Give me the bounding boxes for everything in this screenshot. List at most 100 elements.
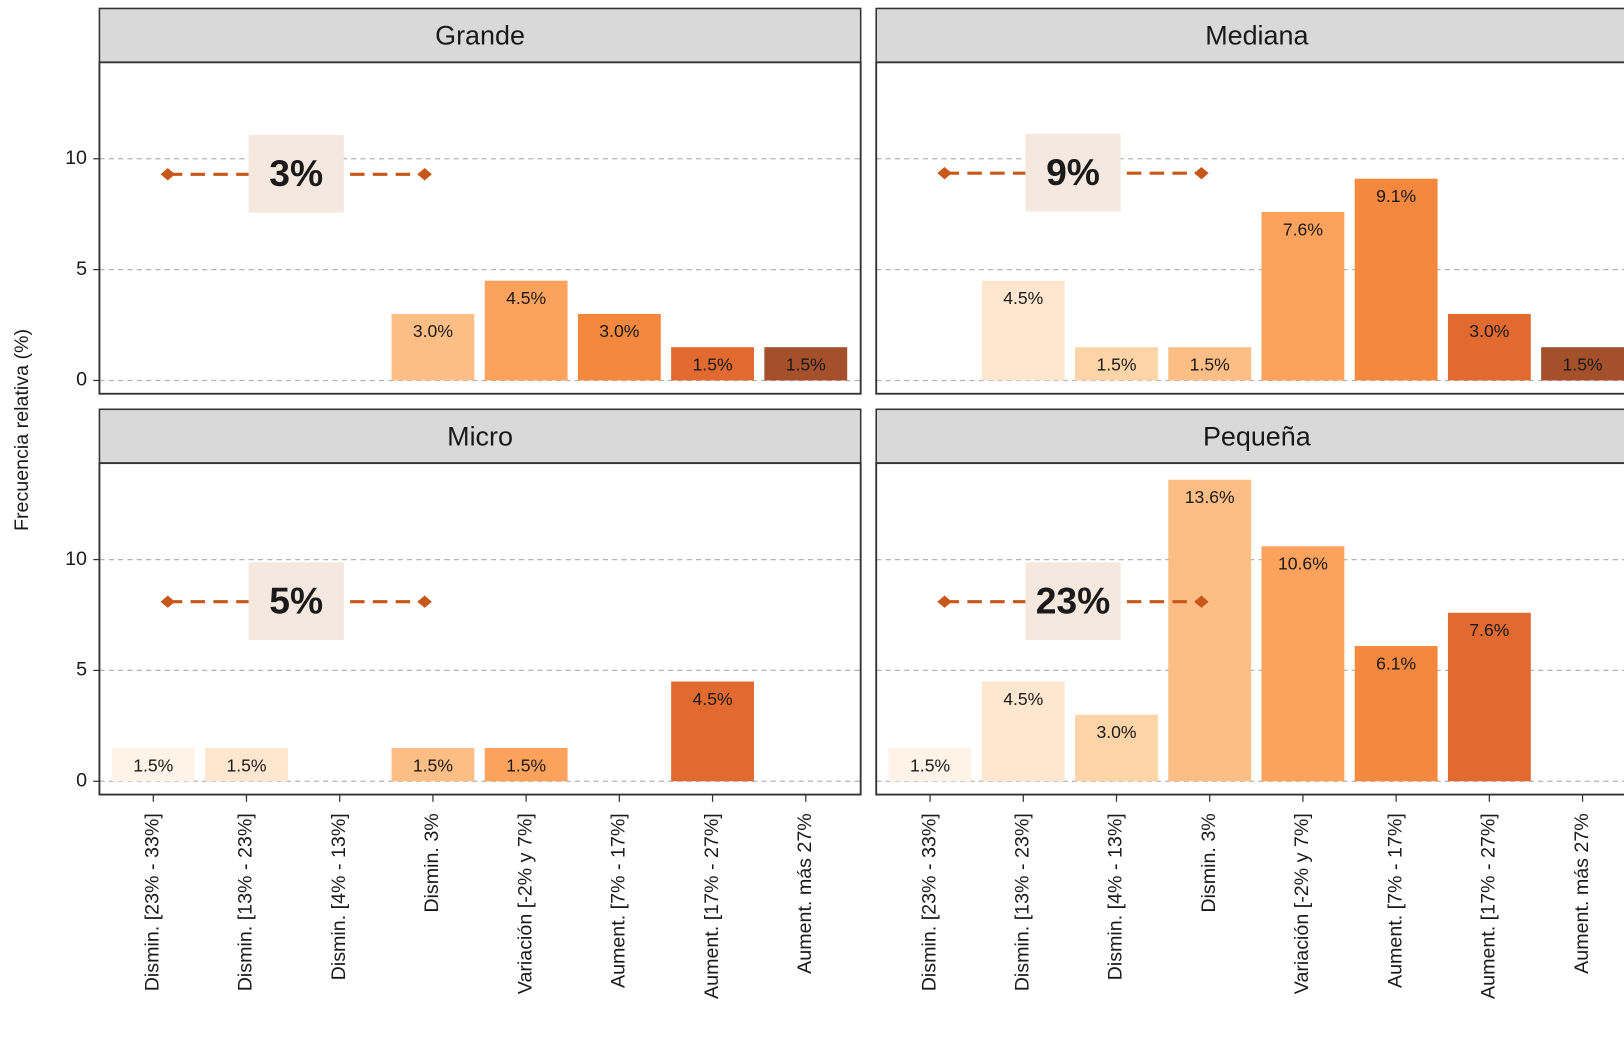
bar <box>391 313 475 381</box>
bar <box>1261 546 1345 782</box>
bar <box>484 748 568 782</box>
data-label: 3.0% <box>1096 722 1136 742</box>
facet-title: Mediana <box>1205 21 1308 51</box>
panel <box>99 62 861 394</box>
x-tick-label: Dismin. [4% - 13%] <box>1105 813 1127 980</box>
annotation-point <box>937 166 952 180</box>
strip <box>875 7 1624 64</box>
x-tick-label: Dismin. [4% - 13%] <box>328 813 350 980</box>
y-tick-label: 10 <box>65 548 87 570</box>
data-label: 1.5% <box>1096 354 1136 374</box>
annotation-box <box>1025 133 1121 212</box>
data-label: 10.6% <box>1278 554 1328 574</box>
x-tick-label: Dismin. [13% - 23%] <box>1011 813 1033 991</box>
bar <box>1541 347 1624 381</box>
annotation-point <box>1194 595 1209 608</box>
bar <box>484 280 568 381</box>
data-label: 9.1% <box>1376 186 1416 206</box>
y-tick-label: 5 <box>76 258 87 280</box>
strip <box>98 7 862 64</box>
annotation-point <box>937 595 952 608</box>
x-tick-label: Aument. más 27% <box>794 813 816 974</box>
x-tick-label: Aument. [17% - 27%] <box>1478 813 1500 999</box>
bar <box>1075 714 1158 782</box>
x-tick-label: Variación [-2% y 7%] <box>1291 813 1313 994</box>
data-label: 4.5% <box>693 689 733 709</box>
data-label: 1.5% <box>910 755 950 775</box>
y-axis-label: Frecuencia relativa (%) <box>11 329 33 531</box>
bar <box>1447 612 1531 782</box>
x-tick-label: Dismin. 3% <box>1198 813 1220 912</box>
data-label: 1.5% <box>1190 354 1230 374</box>
y-tick-label: 0 <box>76 769 87 791</box>
annotation-label: 3% <box>269 152 323 194</box>
data-label: 7.6% <box>1469 620 1509 640</box>
annotation-box <box>248 134 344 213</box>
data-label: 4.5% <box>1003 689 1043 709</box>
x-tick-label: Dismin. [23% - 33%] <box>141 813 163 991</box>
data-label: 1.5% <box>506 755 546 775</box>
x-tick-label: Dismin. [13% - 23%] <box>235 813 257 991</box>
data-label: 1.5% <box>413 755 453 775</box>
data-label: 7.6% <box>1283 219 1323 239</box>
x-tick-label: Dismin. [23% - 33%] <box>918 813 940 991</box>
bar <box>205 748 288 782</box>
data-label: 4.5% <box>506 288 546 308</box>
data-label: 4.5% <box>1003 288 1043 308</box>
data-label: 3.0% <box>1469 321 1509 341</box>
bar <box>1168 479 1252 782</box>
facet-title: Grande <box>435 21 525 51</box>
bar <box>671 347 754 381</box>
bar <box>1168 347 1252 381</box>
data-label: 1.5% <box>693 354 733 374</box>
data-label: 6.1% <box>1376 653 1416 673</box>
bar <box>111 748 195 782</box>
panel-border <box>98 462 862 796</box>
bar <box>981 681 1065 782</box>
annotation-point <box>160 168 176 181</box>
bar <box>671 681 754 782</box>
bar <box>981 280 1065 381</box>
annotation-point <box>1194 166 1209 180</box>
bar <box>1354 646 1438 782</box>
bar <box>1354 178 1438 381</box>
y-tick-label: 0 <box>76 369 87 391</box>
annotation-point <box>160 595 176 608</box>
bar <box>888 748 972 782</box>
x-tick-label: Dismin. 3% <box>421 813 443 912</box>
data-label: 3.0% <box>413 321 453 341</box>
panel-border <box>875 61 1624 395</box>
bar <box>577 313 661 381</box>
bar <box>1447 313 1531 381</box>
data-label: 13.6% <box>1185 487 1235 507</box>
annotation-box <box>1025 562 1121 641</box>
x-tick-label: Aument. [7% - 17%] <box>1384 813 1406 988</box>
bar <box>1075 347 1158 381</box>
annotation-label: 23% <box>1036 580 1111 622</box>
data-label: 1.5% <box>133 755 173 775</box>
strip <box>875 408 1624 464</box>
bar <box>1261 211 1345 381</box>
data-label: 3.0% <box>599 321 639 341</box>
bar <box>391 748 475 782</box>
panel-border <box>98 61 862 395</box>
y-tick-label: 10 <box>65 147 87 169</box>
x-tick-label: Aument. más 27% <box>1571 813 1593 974</box>
panel-border <box>875 462 1624 796</box>
x-tick-label: Aument. [7% - 17%] <box>608 813 630 988</box>
x-tick-label: Aument. [17% - 27%] <box>701 813 723 999</box>
data-label: 1.5% <box>1563 354 1603 374</box>
annotation-box <box>248 562 344 641</box>
data-label: 1.5% <box>786 354 826 374</box>
strip <box>98 408 862 464</box>
x-tick-label: Variación [-2% y 7%] <box>514 813 536 994</box>
annotation-label: 9% <box>1046 151 1100 193</box>
facet-title: Pequeña <box>1203 421 1311 451</box>
annotation-point <box>417 595 432 608</box>
facet-title: Micro <box>447 421 513 451</box>
data-label: 1.5% <box>226 755 266 775</box>
y-tick-label: 5 <box>76 659 87 681</box>
bar <box>764 347 848 381</box>
annotation-label: 5% <box>269 580 323 622</box>
